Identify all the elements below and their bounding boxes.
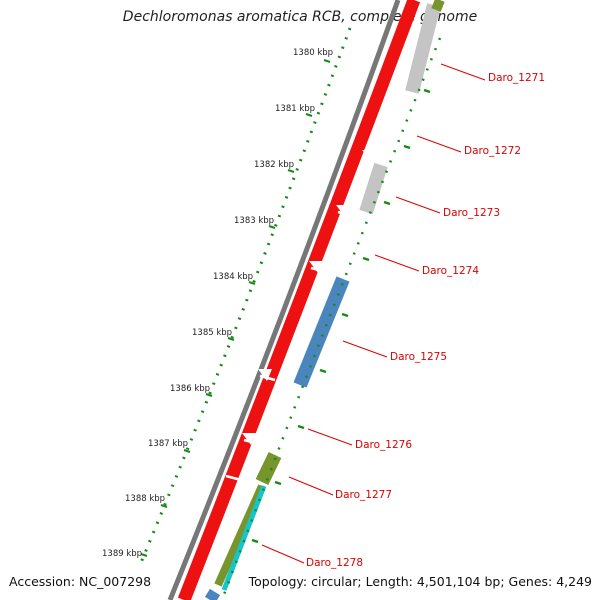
tick-label: 1388 kbp [125, 494, 165, 504]
label-leader-lines [261, 63, 486, 564]
cds-arrowheads [242, 150, 376, 445]
tick-mark [323, 59, 331, 63]
cds-feature-blue [204, 588, 221, 600]
rna-feature [255, 451, 282, 486]
tick-mark [140, 553, 148, 557]
gene-labels: Daro_1271 Daro_1272 Daro_1273 Daro_1274 … [306, 72, 545, 569]
forward-cds-track [177, 0, 421, 600]
gene-label: Daro_1277 [335, 489, 392, 501]
pseudogene-feature [405, 3, 441, 94]
tick-label: 1385 kbp [192, 328, 232, 338]
scale-dotted-ring [138, 27, 352, 566]
rna-feature [431, 0, 445, 12]
tick-label: 1380 kbp [293, 48, 333, 58]
gene-label: Daro_1278 [306, 557, 363, 569]
pseudogene-feature [359, 162, 388, 215]
rna-feature [214, 484, 266, 587]
tick-label: 1384 kbp [213, 272, 253, 282]
gene-label: Daro_1272 [464, 145, 521, 157]
genome-backbone [167, 0, 401, 600]
tick-label: 1386 kbp [170, 384, 210, 394]
tick-mark [227, 337, 235, 341]
repeat-feature [221, 485, 267, 591]
tick-label: 1389 kbp [102, 549, 142, 559]
tick-labels: 1380 kbp 1381 kbp 1382 kbp 1383 kbp 1384… [102, 48, 333, 559]
inner-ring-ticks [251, 88, 431, 544]
inner-dotted-ring [220, 37, 442, 600]
scale-ticks [140, 59, 331, 557]
gene-label: Daro_1273 [443, 207, 500, 219]
tick-mark [287, 169, 295, 173]
tick-mark [160, 504, 168, 508]
gene-label: Daro_1275 [390, 351, 447, 363]
gene-label: Daro_1274 [422, 265, 479, 277]
tick-mark [268, 225, 276, 229]
tick-mark [205, 393, 213, 397]
tick-label: 1387 kbp [148, 439, 188, 449]
accession-text: Accession: NC_007298 [9, 574, 152, 589]
gene-label: Daro_1271 [488, 72, 545, 84]
tick-label: 1383 kbp [234, 216, 274, 226]
genome-summary-text: Topology: circular; Length: 4,501,104 bp… [248, 574, 592, 589]
tick-mark [305, 113, 313, 117]
gene-label: Daro_1276 [355, 439, 412, 451]
tick-label: 1382 kbp [254, 160, 294, 170]
tick-mark [183, 449, 191, 453]
cds-feature-blue [293, 276, 350, 388]
tick-label: 1381 kbp [275, 104, 315, 114]
tick-mark [248, 281, 256, 285]
